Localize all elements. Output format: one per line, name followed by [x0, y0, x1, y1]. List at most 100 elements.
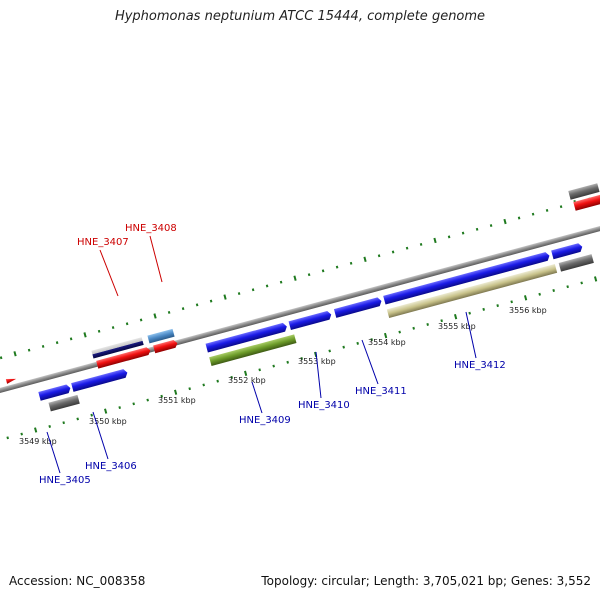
tick-mark [167, 310, 171, 314]
gene-box[interactable] [558, 254, 594, 272]
tick-mark [335, 265, 339, 269]
gene-arrow[interactable] [38, 384, 71, 401]
tick-mark [342, 345, 345, 349]
tick-mark [279, 280, 283, 284]
gene-box[interactable] [48, 394, 80, 412]
tick-mark [83, 332, 87, 338]
tick-mark [405, 246, 409, 250]
gene-box[interactable] [386, 264, 558, 319]
label-connector [465, 311, 477, 359]
gene-label-hne-3406[interactable]: HNE_3406 [85, 461, 137, 472]
tick-mark [258, 368, 261, 372]
tick-mark [426, 323, 429, 326]
tick-mark [111, 326, 115, 330]
tick-mark [496, 304, 499, 308]
scale-label: 3555 kbp [438, 322, 476, 331]
accession-text: Accession: NC_008358 [9, 574, 146, 588]
tick-mark [552, 289, 555, 292]
tick-mark [566, 285, 569, 289]
tick-mark [440, 319, 443, 323]
gene-label-hne-3407[interactable]: HNE_3407 [77, 237, 129, 248]
tick-mark [475, 227, 479, 231]
gene-arrow[interactable] [333, 297, 383, 318]
tick-mark [139, 318, 143, 322]
scale-label: 3550 kbp [89, 417, 127, 426]
tick-mark [349, 261, 353, 265]
tick-mark [433, 237, 437, 244]
gene-arrow[interactable] [288, 310, 333, 331]
tick-mark [125, 322, 129, 326]
tick-mark [531, 212, 535, 216]
label-connector [315, 351, 322, 399]
tick-mark [230, 375, 233, 379]
gene-arrow[interactable] [71, 368, 128, 392]
tick-mark [384, 332, 388, 339]
label-connector [361, 339, 379, 385]
tick-mark [223, 294, 227, 300]
gene-label-hne-3410[interactable]: HNE_3410 [298, 400, 350, 411]
tick-mark [195, 303, 199, 307]
gene-arrow[interactable] [551, 242, 583, 260]
tick-mark [104, 408, 108, 414]
tick-mark [412, 326, 415, 330]
tick-mark [321, 269, 325, 273]
tick-mark [523, 295, 528, 301]
tick-mark [55, 341, 59, 345]
tick-mark [293, 275, 297, 281]
tick-mark [41, 344, 45, 348]
gene-label-hne-3405[interactable]: HNE_3405 [39, 475, 91, 486]
gene-box[interactable] [147, 328, 175, 344]
tick-mark [363, 256, 367, 262]
tick-mark [356, 341, 359, 345]
gene-arrow[interactable] [96, 347, 151, 369]
label-connector [149, 235, 163, 283]
tick-mark [307, 273, 311, 277]
tick-mark [118, 406, 121, 410]
gene-label-hne-3409[interactable]: HNE_3409 [239, 415, 291, 426]
gene-arrow[interactable] [153, 339, 178, 354]
tick-mark [69, 337, 73, 341]
gene-box[interactable] [209, 334, 297, 366]
gene-arrow[interactable] [5, 376, 17, 384]
tick-mark [468, 311, 471, 315]
tick-mark [27, 348, 31, 352]
tick-mark [181, 307, 185, 311]
scale-label: 3551 kbp [158, 396, 196, 405]
tick-mark [153, 313, 157, 319]
tick-mark [97, 329, 101, 333]
tick-mark [377, 254, 381, 258]
tick-mark [132, 402, 135, 406]
tick-mark [146, 398, 149, 402]
tick-mark [510, 300, 513, 304]
tick-mark [216, 379, 219, 383]
tick-mark [209, 299, 213, 303]
gene-label-hne-3408[interactable]: HNE_3408 [125, 223, 177, 234]
tick-mark [244, 370, 248, 377]
map-title: Hyphomonas neptunium ATCC 15444, complet… [114, 9, 486, 24]
gene-arrow[interactable] [383, 251, 550, 305]
tick-mark [20, 432, 23, 436]
gene-box[interactable] [573, 194, 600, 211]
scale-label: 3552 kbp [228, 376, 266, 385]
tick-mark [482, 307, 485, 311]
gene-label-hne-3411[interactable]: HNE_3411 [355, 386, 407, 397]
gene-box[interactable] [91, 337, 144, 359]
gene-label-hne-3412[interactable]: HNE_3412 [454, 360, 506, 371]
scale-label: 3554 kbp [368, 338, 406, 347]
gene-arrow[interactable] [205, 322, 288, 353]
label-connector [92, 411, 109, 460]
tick-mark [62, 421, 65, 425]
tick-mark [447, 235, 451, 239]
tick-mark [461, 231, 465, 235]
tick-mark [90, 413, 93, 417]
tick-mark [545, 208, 549, 212]
tick-mark [559, 205, 563, 209]
tick-mark [76, 417, 79, 421]
tick-mark [286, 360, 289, 364]
gene-box[interactable] [568, 183, 600, 200]
label-connector [46, 431, 61, 474]
tick-mark [328, 349, 331, 353]
tick-mark [272, 364, 275, 368]
tick-mark [580, 281, 583, 285]
